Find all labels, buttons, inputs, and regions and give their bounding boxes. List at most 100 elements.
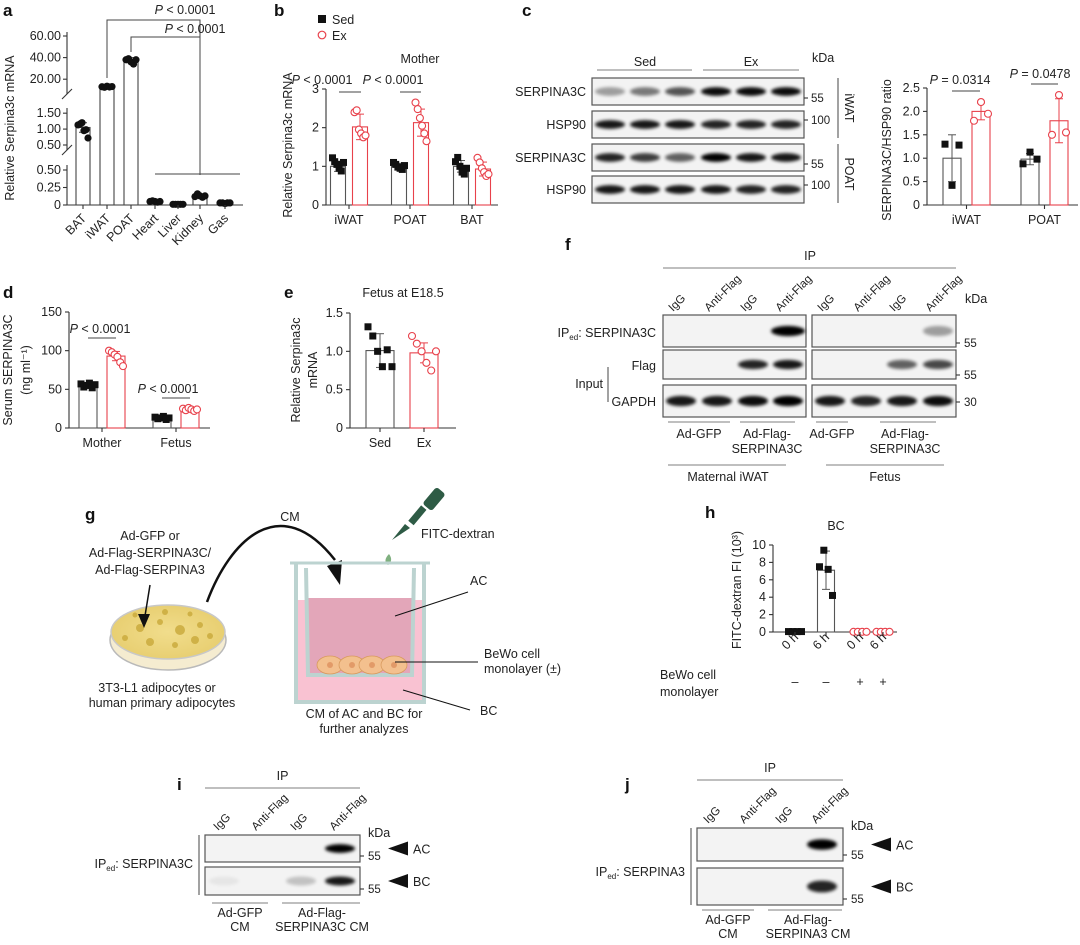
tracer-label: FITC-dextran — [421, 527, 495, 541]
y-tick-label: 60.00 — [30, 29, 61, 43]
protein-band — [595, 185, 625, 194]
y-axis-label-2: (ng ml⁻¹) — [19, 345, 33, 395]
data-point — [337, 167, 345, 175]
row-label-gapdh: GAPDH — [612, 395, 656, 409]
chart-title: BC — [827, 519, 844, 533]
panel-label-b: b — [274, 1, 284, 20]
blot-f-flag-left — [662, 349, 807, 380]
ip-label: IP — [764, 761, 776, 775]
data-point — [417, 347, 426, 356]
y-tick-label: 3 — [312, 82, 319, 96]
x-tick-label: POAT — [393, 213, 426, 227]
data-point — [976, 97, 986, 107]
ip-label: IP — [277, 769, 289, 783]
data-point — [793, 628, 801, 636]
data-point — [192, 405, 202, 414]
blot-frame — [591, 143, 805, 172]
protein-band — [325, 876, 355, 886]
data-point — [1033, 155, 1041, 163]
protein-band — [665, 87, 695, 96]
blot-frame — [591, 77, 805, 106]
y-tick-label: 0.5 — [326, 383, 343, 397]
kda-value: 55 — [811, 159, 824, 171]
panel-label-c: c — [522, 1, 531, 20]
data-point — [1061, 128, 1071, 137]
y-tick-label: 20.00 — [30, 72, 61, 86]
protein-band — [701, 185, 731, 194]
y-tick-label: 0 — [336, 421, 343, 435]
protein-band — [630, 87, 660, 96]
blot-j-bc — [696, 867, 844, 906]
data-point — [862, 627, 871, 636]
data-point — [85, 379, 93, 387]
protein-band — [815, 395, 845, 407]
petri-dish-icon — [109, 604, 227, 671]
data-point — [456, 162, 464, 170]
y-axis-label: Relative Serpina3c mRNA — [3, 55, 17, 201]
protein-band — [736, 87, 766, 96]
kda-value: 55 — [368, 884, 381, 896]
collect-label-2: further analyzes — [320, 722, 409, 736]
data-point — [816, 563, 823, 571]
blot-f-gapdh-right — [811, 384, 957, 418]
kda-label: kDa — [368, 826, 390, 840]
y-axis-label: SERPINA3C/HSP90 ratio — [880, 79, 894, 221]
bc-label: BC — [480, 704, 497, 718]
data-point — [378, 363, 386, 371]
group-label: Ad-GFP — [809, 427, 854, 441]
legend-sed-label: Sed — [332, 13, 354, 27]
data-point — [364, 323, 372, 331]
y-tick-label: 0.5 — [903, 175, 920, 189]
data-point — [333, 160, 341, 168]
p-value-label: P < 0.0001 — [363, 73, 424, 87]
protein-band — [887, 359, 917, 370]
lane-label: IgG — [774, 804, 796, 826]
group-label: Ad-Flag- — [881, 427, 929, 441]
data-point — [82, 126, 90, 134]
protein-band — [807, 839, 837, 850]
p-value-label: P < 0.0001 — [292, 73, 353, 87]
x-tick-label: Gas — [205, 211, 231, 237]
blot-f-flag-right — [811, 349, 957, 380]
y-tick-label: 50 — [48, 382, 62, 396]
panel-label-h: h — [705, 503, 715, 522]
lane-label: Anti-Flag — [852, 273, 893, 314]
data-point — [78, 119, 86, 127]
x-tick-label: POAT — [1028, 213, 1061, 227]
x-tick-label: POAT — [104, 211, 138, 245]
collect-label-1: CM of AC and BC for — [306, 707, 423, 721]
lane-label: IgG — [289, 811, 311, 833]
protein-band — [771, 185, 801, 194]
data-point — [201, 192, 209, 200]
kda-value: 55 — [851, 850, 864, 862]
x-tick-label: BAT — [460, 213, 484, 227]
data-point — [165, 414, 173, 422]
p-value-label: P = 0.0478 — [1010, 67, 1071, 81]
kda-value: 55 — [851, 894, 864, 906]
y-tick-label: 2 — [759, 608, 766, 622]
blot-f-ip-right — [811, 314, 957, 348]
group-label-2: SERPINA3C — [870, 442, 941, 456]
virus-label-3: Ad-Flag-SERPINA3 — [95, 563, 205, 577]
charts: 00.250.500.501.001.5020.0040.0060.00BATi… — [1, 3, 1078, 699]
group-label-sed: Sed — [634, 55, 656, 69]
y-tick-label: 6 — [759, 573, 766, 587]
blot-f-gapdh-left — [662, 384, 807, 418]
blot-c-row-2 — [591, 143, 805, 172]
kda-label: kDa — [851, 819, 873, 833]
data-point — [798, 628, 805, 636]
data-point — [411, 98, 420, 107]
protein-band — [630, 185, 660, 194]
x-tick-label: iWAT — [334, 213, 364, 227]
bar-iwat-all — [99, 86, 115, 206]
significance-brackets — [88, 19, 1058, 399]
protein-band — [701, 153, 731, 162]
data-point — [374, 347, 382, 355]
data-point — [412, 339, 421, 348]
panel-label-f: f — [565, 235, 571, 254]
transfer-arrow — [205, 524, 336, 603]
lane-label: Anti-Flag — [250, 792, 291, 833]
data-point — [820, 546, 828, 554]
